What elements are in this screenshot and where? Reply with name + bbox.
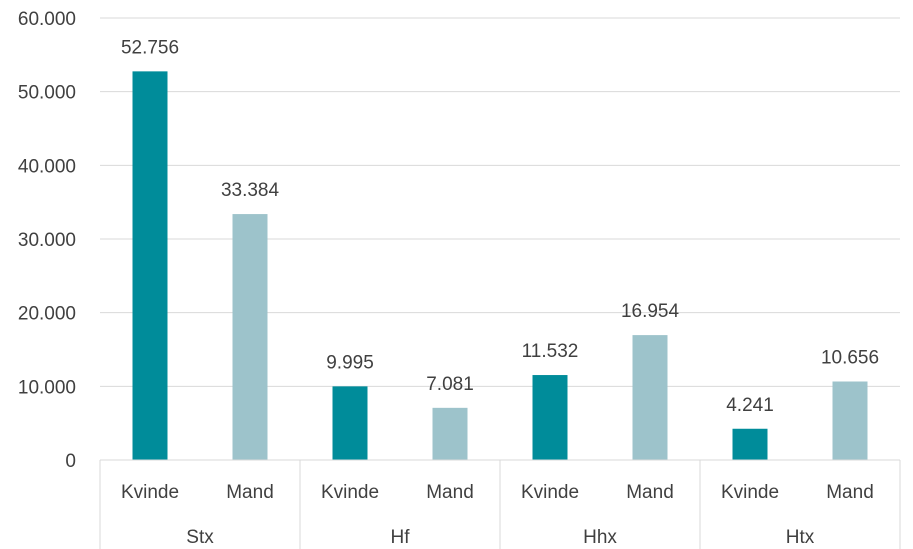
bar-hf-kvinde — [332, 386, 368, 460]
data-label: 11.532 — [522, 341, 579, 362]
data-label: 9.995 — [326, 352, 374, 373]
y-tick-label: 0 — [65, 451, 76, 472]
x-group-label: Stx — [186, 527, 214, 548]
data-label: 52.756 — [121, 37, 179, 58]
data-label: 33.384 — [221, 180, 280, 201]
x-category-label: Kvinde — [121, 482, 179, 503]
y-tick-label: 20.000 — [18, 304, 76, 325]
bars — [132, 71, 868, 460]
y-tick-label: 50.000 — [18, 83, 76, 104]
y-tick-label: 10.000 — [18, 377, 76, 398]
x-category-label: Kvinde — [321, 482, 379, 503]
bar-stx-mand — [232, 214, 268, 460]
y-tick-label: 40.000 — [18, 156, 76, 177]
bar-hf-mand — [432, 407, 468, 460]
data-label: 10.656 — [821, 348, 879, 369]
x-category-label: Mand — [826, 482, 874, 503]
x-axis: Kvinde Mand Stx Kvinde Mand Hf Kvinde Mand Hhx Kv… — [99, 459, 901, 549]
data-label: 16.954 — [621, 301, 680, 322]
bar-htx-mand — [832, 381, 868, 460]
x-group-label: Hf — [391, 527, 411, 548]
data-label: 7.081 — [426, 374, 474, 395]
gridlines — [100, 17, 900, 387]
bar-hhx-mand — [632, 335, 668, 460]
x-group-label: Hhx — [583, 527, 617, 548]
y-tick-label: 30.000 — [18, 230, 76, 251]
data-label: 4.241 — [726, 395, 774, 416]
x-category-label: Mand — [626, 482, 674, 503]
x-category-label: Kvinde — [521, 482, 579, 503]
x-group-label: Htx — [786, 527, 815, 548]
x-category-label: Mand — [226, 482, 274, 503]
data-labels: 52.756 33.384 9.995 7.081 11.532 16.954 4.241 1… — [121, 37, 879, 415]
y-tick-label: 60.000 — [18, 9, 76, 30]
y-axis-tick-labels: 0 10.000 20.000 30.000 40.000 50.000 60.000 — [18, 9, 76, 472]
bar-stx-kvinde — [132, 71, 168, 460]
x-category-label: Kvinde — [721, 482, 779, 503]
bar-htx-kvinde — [732, 428, 768, 460]
x-category-label: Mand — [426, 482, 474, 503]
bar-hhx-kvinde — [532, 375, 568, 460]
